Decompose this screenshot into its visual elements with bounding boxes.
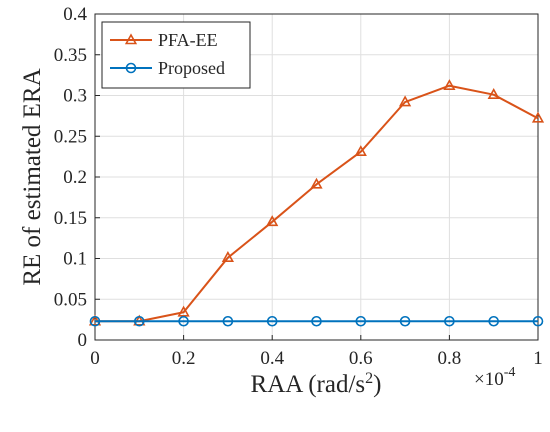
data-point-pfa-ee: [531, 111, 545, 123]
y-axis-label: RE of estimated ERA: [19, 68, 46, 285]
y-tick-label: 0.1: [63, 249, 87, 270]
x-axis-label: RAA (rad/s2): [251, 370, 382, 398]
data-point-proposed: [222, 315, 234, 327]
data-point-pfa-ee: [221, 251, 235, 262]
x-axis-label-text: RAA (rad/s: [251, 371, 366, 398]
data-point-proposed: [134, 315, 145, 327]
legend-marker-pfa-ee: [124, 33, 138, 45]
series-layer: [88, 79, 545, 327]
y-tick-label: 0: [78, 330, 88, 351]
legend-box: [101, 21, 251, 89]
x-tick-label: 1: [533, 348, 543, 369]
legend-label-pfa-ee: PFA-EE: [158, 30, 218, 50]
data-point-proposed: [311, 315, 322, 327]
legend: PFA-EE Proposed: [101, 21, 251, 89]
data-point-proposed: [89, 315, 101, 327]
axis-ticks: 0 0.2 0.4 0.6 0.8 1 0 0.05 0.1 0.15 0.2 0.25 0.3 0.35…: [54, 4, 543, 369]
y-tick-label: 0.15: [54, 208, 87, 229]
x-tick-label: 0.4: [260, 348, 284, 369]
data-point-pfa-ee: [310, 177, 323, 189]
data-point-proposed: [355, 315, 367, 327]
x-tick-label: 0.6: [349, 348, 373, 369]
legend-label-proposed: Proposed: [158, 58, 225, 78]
data-point-pfa-ee: [487, 88, 500, 99]
x-tick-label: 0: [90, 348, 100, 369]
data-point-proposed: [488, 315, 500, 327]
data-point-proposed: [266, 315, 278, 327]
y-tick-label: 0.35: [54, 45, 87, 66]
data-point-pfa-ee: [266, 215, 279, 227]
data-point-proposed: [178, 315, 189, 327]
y-tick-label: 0.4: [63, 4, 87, 25]
data-point-proposed: [399, 315, 411, 327]
data-point-proposed: [532, 315, 544, 327]
y-tick-label: 0.25: [54, 126, 87, 147]
x-axis-label-suffix: ): [373, 371, 381, 398]
data-point-pfa-ee: [177, 305, 190, 317]
legend-marker-proposed: [125, 62, 137, 74]
y-axis-label-text: RE of estimated ERA: [19, 68, 46, 285]
y-tick-label: 0.3: [63, 86, 87, 107]
x-axis-multiplier-base: ×10: [474, 369, 504, 390]
data-point-proposed: [444, 315, 455, 327]
data-point-pfa-ee: [398, 95, 412, 107]
x-axis-multiplier: ×10-4: [474, 365, 515, 390]
data-point-pfa-ee: [354, 145, 367, 157]
y-tick-label: 0.2: [63, 167, 87, 188]
series-line-pfa-ee: [95, 84, 539, 323]
data-point-pfa-ee: [443, 79, 456, 91]
x-tick-label: 0.2: [172, 348, 196, 369]
y-tick-label: 0.05: [54, 289, 87, 310]
x-tick-label: 0.8: [438, 348, 462, 369]
x-axis-label-sup: 2: [365, 370, 373, 387]
x-axis-multiplier-exponent: -4: [504, 365, 516, 380]
